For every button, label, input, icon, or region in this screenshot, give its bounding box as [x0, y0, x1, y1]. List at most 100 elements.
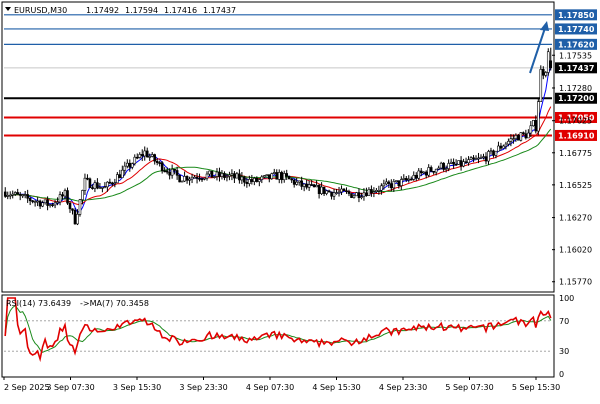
candle-body: [302, 183, 306, 187]
candle: [317, 183, 321, 199]
candle: [407, 175, 411, 183]
candle: [51, 202, 54, 208]
candle-body: [215, 171, 219, 177]
candle-body: [6, 195, 10, 197]
candle: [81, 189, 84, 205]
candle: [26, 189, 29, 203]
candle: [345, 187, 348, 194]
candle: [73, 208, 77, 225]
candle: [175, 166, 179, 180]
candle: [332, 188, 336, 200]
candle: [325, 190, 328, 196]
candle-body: [28, 197, 32, 202]
candle-body: [180, 180, 184, 183]
candle-body: [337, 191, 341, 194]
candle: [330, 191, 333, 200]
candle-body: [350, 193, 353, 198]
candle-body: [444, 168, 448, 170]
candle: [53, 200, 57, 209]
candle-body: [200, 178, 204, 181]
candle-body: [424, 171, 428, 176]
candle-body: [449, 161, 453, 164]
price-level-label: 1.17200: [558, 94, 595, 103]
candle: [310, 180, 313, 186]
candle: [519, 132, 523, 142]
candle-body: [539, 69, 543, 102]
candle: [8, 191, 12, 200]
candle-body: [148, 156, 152, 158]
candle-body: [101, 187, 104, 189]
candle-body: [188, 178, 191, 181]
candle: [218, 167, 221, 182]
candle-body: [88, 178, 92, 188]
price-level-label: 1.16910: [558, 131, 595, 140]
candle: [210, 170, 214, 178]
candle: [459, 156, 463, 171]
candle-body: [46, 199, 49, 206]
candle: [258, 178, 261, 187]
candle-body: [106, 181, 109, 188]
candle: [370, 185, 373, 197]
candle-body: [66, 190, 69, 204]
candle: [312, 183, 316, 188]
candle-body: [544, 72, 548, 76]
candle: [198, 173, 201, 182]
candle: [213, 176, 216, 179]
candle-body: [143, 150, 147, 157]
candle: [442, 162, 445, 172]
candle-body: [280, 172, 284, 181]
candle: [502, 144, 505, 149]
candle: [155, 158, 159, 166]
candle: [150, 152, 154, 158]
symbol-label: EURUSD,M30: [14, 6, 67, 15]
candle-body: [228, 174, 231, 177]
candle-body: [76, 214, 79, 225]
price-level-tag: [555, 23, 597, 35]
candle-body: [195, 176, 199, 179]
candle: [160, 161, 164, 174]
candle: [133, 154, 137, 166]
candle-body: [367, 189, 371, 196]
candle-body: [61, 194, 64, 197]
candle-body: [327, 190, 331, 193]
candle: [63, 188, 67, 200]
candle-body: [118, 174, 122, 179]
candle-body: [474, 158, 478, 161]
candle: [444, 165, 448, 173]
candle-body: [282, 173, 286, 181]
rsi-tick-label: 70: [559, 317, 569, 326]
candle-body: [185, 176, 189, 181]
candle-body: [527, 132, 530, 139]
candle-body: [126, 162, 129, 167]
candle-body: [23, 194, 27, 196]
candle: [507, 138, 510, 147]
candle: [220, 170, 224, 180]
candle-body: [397, 180, 401, 186]
candle: [414, 172, 418, 182]
candle-body: [345, 190, 348, 193]
candle-body: [422, 171, 426, 174]
collapse-triangle-icon[interactable]: [5, 7, 11, 11]
candle-body: [16, 192, 20, 195]
candle-body: [33, 201, 37, 203]
candle: [71, 208, 74, 215]
candle-body: [223, 173, 226, 178]
candle: [68, 201, 72, 213]
candle: [512, 134, 515, 144]
candle-body: [270, 173, 274, 180]
candle-body: [111, 182, 114, 185]
x-tick-label: 3 Sep 15:30: [113, 383, 161, 392]
candle-body: [250, 179, 254, 182]
candle-body: [123, 165, 127, 171]
candle: [489, 147, 493, 155]
candle: [479, 154, 483, 160]
y-tick-label: 1.15770: [559, 278, 592, 287]
candle-body: [512, 138, 515, 140]
candle: [225, 173, 229, 182]
candle-body: [153, 154, 156, 162]
candle: [163, 167, 166, 173]
candle-body: [93, 182, 97, 189]
candle-body: [205, 173, 209, 179]
candle: [340, 185, 343, 196]
candle: [215, 168, 219, 181]
